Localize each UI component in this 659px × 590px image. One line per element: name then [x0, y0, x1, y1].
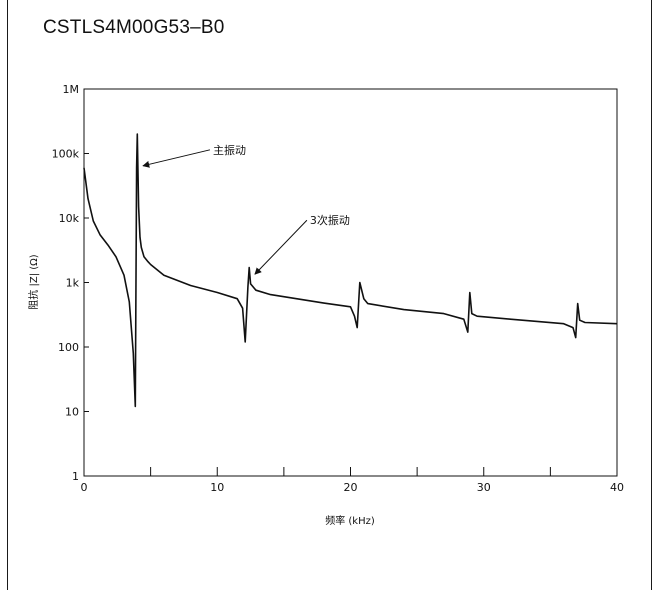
annotation-arrow	[142, 149, 211, 168]
y-axis-title: 阻抗 |Z| (Ω)	[27, 254, 40, 309]
y-tick-label: 1k	[66, 277, 80, 290]
x-tick-label: 30	[477, 481, 491, 494]
y-axis: 1 10 100 1k 10k 100k 1M	[52, 83, 89, 483]
x-axis-title: 频率 (kHz)	[325, 514, 375, 527]
x-tick-label: 10	[210, 481, 224, 494]
annotation-arrow	[254, 219, 308, 275]
y-tick-label: 1M	[63, 83, 80, 96]
annotations-group: 主振动 3次振动	[142, 143, 350, 275]
series-group	[83, 133, 618, 408]
x-tick-label: 20	[344, 481, 358, 494]
annotation-label: 3次振动	[310, 213, 350, 227]
x-axis: 0 10 20 30 40	[81, 467, 624, 494]
y-tick-label: 100	[58, 341, 79, 354]
page-frame-right	[651, 0, 652, 590]
plot-area-frame	[83, 88, 618, 477]
page-frame-left	[7, 0, 8, 590]
y-tick-label: 10k	[59, 212, 80, 225]
x-tick-label: 40	[610, 481, 624, 494]
y-tick-label: 10	[65, 406, 79, 419]
y-tick-label: 100k	[52, 148, 80, 161]
y-tick-label: 1	[72, 470, 79, 483]
impedance-line	[83, 133, 618, 408]
annotation-label: 主振动	[213, 143, 246, 157]
x-tick-label: 0	[81, 481, 88, 494]
chart-title: CSTLS4M00G53–B0	[43, 17, 225, 38]
